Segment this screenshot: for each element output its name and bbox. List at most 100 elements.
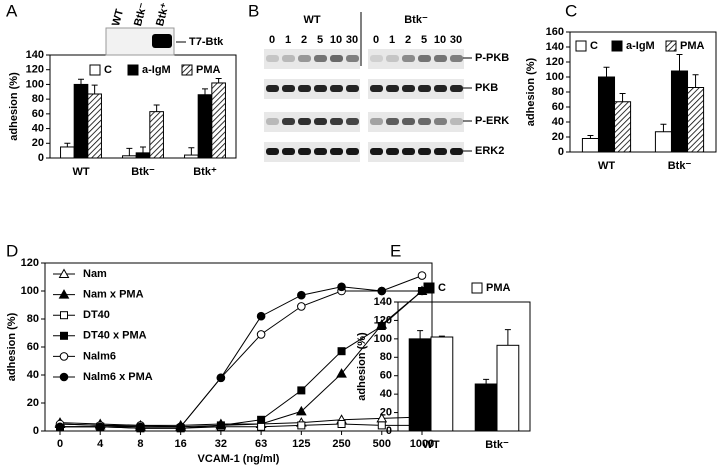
blot-band (298, 85, 311, 92)
blot-band (266, 118, 279, 125)
blot-band (152, 34, 172, 48)
legend-label: a-IgM (142, 64, 171, 76)
y-tick-label: 120 (26, 64, 44, 76)
y-tick-label: 0 (558, 146, 564, 158)
legend-swatch (181, 64, 193, 76)
lane-label: Btk⁻ (132, 2, 150, 28)
panel-letter: D (6, 241, 18, 260)
marker (337, 347, 346, 356)
error-bar (619, 93, 626, 102)
time-label: 30 (450, 34, 462, 46)
blot-band (346, 148, 359, 155)
blot-band (450, 118, 463, 125)
legend-label: PMA (486, 282, 511, 294)
error-bar (153, 104, 160, 112)
x-tick-label: 63 (255, 438, 267, 450)
panel-letter: E (390, 241, 401, 260)
group-label: Btk⁻ (404, 14, 428, 26)
x-tick-label: WT (72, 166, 89, 178)
y-tick-label: 120 (546, 56, 564, 68)
group-label: WT (303, 14, 320, 26)
y-axis-label: adhesion (%) (356, 332, 368, 401)
marker (95, 422, 105, 432)
blot-band (370, 85, 383, 92)
legend-label: Nam (83, 268, 107, 280)
blot-band (402, 55, 415, 62)
y-tick-label: 60 (27, 341, 39, 353)
error-bar (587, 135, 594, 139)
time-label: 0 (373, 34, 379, 46)
marker (297, 386, 306, 395)
legend-label: Nalm6 (83, 350, 116, 362)
y-tick-label: 100 (374, 333, 392, 345)
blot-band (330, 118, 343, 125)
x-tick-label: 4 (97, 438, 104, 450)
y-tick-label: 80 (27, 313, 39, 325)
blot-band (418, 148, 431, 155)
marker (55, 422, 65, 432)
lane-label: WT (110, 8, 126, 28)
marker (216, 421, 225, 430)
blot-band (298, 55, 311, 62)
y-tick-label: 140 (374, 296, 392, 308)
blot-band (370, 55, 383, 62)
marker (377, 421, 386, 430)
marker (417, 271, 427, 280)
time-label: 30 (346, 34, 358, 46)
marker (60, 311, 68, 320)
x-tick-label: Btk⁺ (193, 166, 217, 178)
plot-frame (397, 301, 531, 432)
blot-band (314, 85, 327, 92)
marker (216, 373, 226, 383)
lane-label: Btk⁺ (154, 2, 172, 28)
legend-swatch (89, 64, 101, 76)
marker (295, 405, 307, 416)
blot-band (434, 148, 447, 155)
blot-band (314, 118, 327, 125)
y-tick-label: 100 (546, 71, 564, 83)
panel-letter: C (565, 1, 577, 20)
blot-band (282, 148, 295, 155)
marker (337, 420, 346, 428)
y-tick-label: 160 (546, 26, 564, 38)
error-bar (202, 88, 208, 95)
blot-band (330, 148, 343, 155)
marker (256, 330, 266, 339)
marker (297, 302, 306, 311)
blot-strip (368, 49, 464, 69)
x-tick-label: 32 (215, 438, 227, 450)
blot-band (418, 85, 431, 92)
blot-band (450, 85, 463, 92)
bar (670, 70, 689, 153)
y-tick-label: 60 (380, 370, 392, 382)
y-tick-label: 120 (374, 314, 392, 326)
marker (60, 331, 68, 340)
marker (336, 368, 347, 378)
y-tick-label: 40 (380, 388, 392, 400)
blot-label: PKB (475, 82, 498, 94)
bar (135, 152, 151, 159)
blot-band (402, 148, 415, 155)
time-label: 10 (330, 34, 342, 46)
legend-label: C (104, 64, 112, 76)
error-bar (692, 74, 699, 88)
marker (59, 352, 69, 361)
y-tick-label: 120 (21, 257, 39, 269)
legend-label: C (438, 282, 446, 294)
blot-band (434, 85, 447, 92)
y-tick-label: 80 (32, 93, 44, 105)
x-tick-label: 250 (332, 438, 350, 450)
blot-label: T7-Btk (189, 36, 224, 48)
bar (474, 383, 498, 432)
y-tick-label: 100 (26, 78, 44, 90)
y-axis-label: adhesion (%) (6, 312, 18, 381)
error-bar (417, 330, 424, 339)
error-bar (676, 54, 683, 71)
y-tick-label: 80 (552, 86, 564, 98)
blot-band (418, 55, 431, 62)
blot-band (330, 55, 343, 62)
blot-band (330, 85, 343, 92)
marker (136, 422, 145, 432)
time-label: 2 (405, 34, 411, 46)
blot-band (266, 55, 279, 62)
